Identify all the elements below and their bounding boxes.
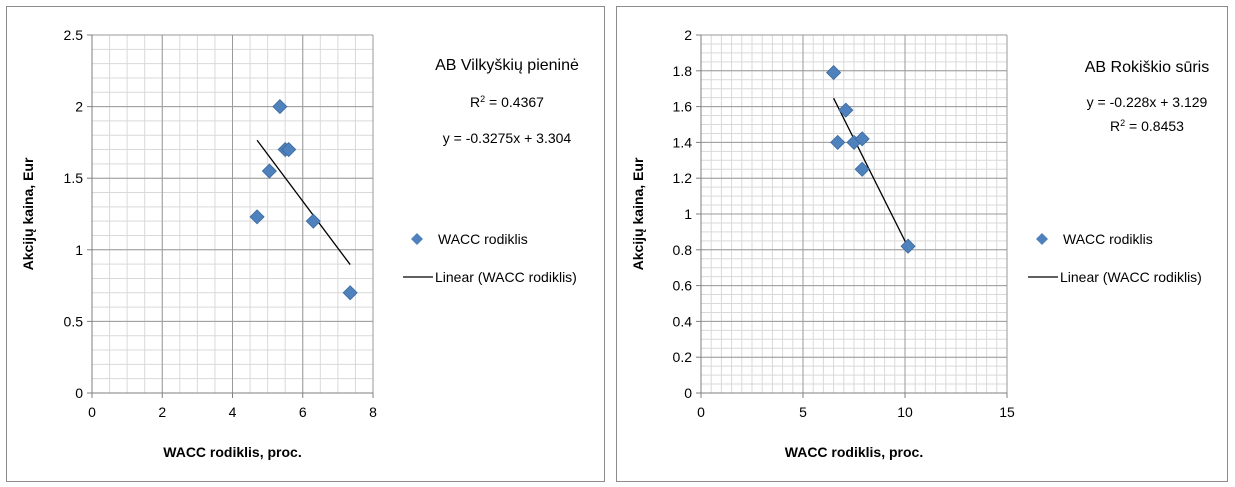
y-tick-label: 2.5 [64, 27, 84, 43]
data-point [272, 99, 288, 115]
chart-title: AB Rokiškio sūris [1085, 59, 1209, 76]
legend-marker-series [411, 233, 423, 245]
legend-label-trendline: Linear (WACC rodiklis) [1060, 269, 1202, 285]
data-point [305, 213, 321, 229]
x-tick-label: 10 [897, 404, 913, 420]
y-tick-label: 2 [75, 99, 83, 115]
x-axis-title: WACC rodiklis, proc. [163, 444, 301, 460]
r-squared-superscript: 2 [1120, 118, 1125, 128]
y-tick-label: 1 [75, 242, 83, 258]
data-point [900, 238, 916, 254]
r-squared-r: R [1110, 118, 1120, 134]
y-tick-label: 1.4 [673, 134, 693, 150]
y-tick-label: 0 [684, 385, 692, 401]
legend-label-series: WACC rodiklis [438, 231, 528, 247]
x-tick-label: 0 [697, 404, 705, 420]
y-tick-label: 0.2 [673, 349, 693, 365]
y-tick-label: 1.5 [64, 170, 84, 186]
y-tick-label: 2 [684, 27, 692, 43]
data-point [826, 65, 842, 81]
y-tick-label: 0 [75, 385, 83, 401]
y-tick-label: 1.8 [673, 63, 693, 79]
chart-title: AB Vilkyškių pieninė [435, 57, 579, 74]
legend-label-series: WACC rodiklis [1063, 231, 1153, 247]
data-point [261, 163, 277, 179]
chart-panel-rokiskio: 0 0.2 0.4 0.6 0.8 1 1.2 1.4 1.6 1.8 2 0 5 10 15 WACC ro… [616, 6, 1228, 482]
data-point [838, 102, 854, 118]
y-tick-label: 0.4 [673, 313, 693, 329]
data-point [281, 141, 297, 158]
trendline [833, 97, 909, 248]
r-squared-value: = 0.4367 [485, 94, 544, 110]
r-squared-value: = 0.8453 [1125, 118, 1184, 134]
x-tick-label: 4 [229, 404, 237, 420]
data-point [249, 209, 265, 225]
x-tick-label: 2 [158, 404, 166, 420]
x-tick-label: 8 [369, 404, 377, 420]
data-point [342, 285, 358, 301]
r-squared-r: R [470, 94, 480, 110]
x-axis-title: WACC rodiklis, proc. [785, 444, 923, 460]
trendline [256, 139, 351, 265]
y-axis-title: Akcijų kaina, Eur [20, 157, 36, 270]
scatter-chart-rokiskio: 0 0.2 0.4 0.6 0.8 1 1.2 1.4 1.6 1.8 2 0 5 10 15 WACC ro… [630, 27, 1209, 460]
legend-label-trendline: Linear (WACC rodiklis) [435, 269, 577, 285]
y-tick-label: 0.6 [673, 278, 693, 294]
x-tick-label: 5 [799, 404, 807, 420]
legend-marker-series [1036, 233, 1048, 245]
data-point [830, 134, 846, 150]
y-tick-label: 0.8 [673, 242, 693, 258]
data-point [854, 131, 870, 147]
trendline-equation: y = -0.228x + 3.129 [1087, 94, 1208, 110]
y-tick-label: 0.5 [64, 313, 84, 329]
trendline-equation: y = -0.3275x + 3.304 [443, 130, 572, 146]
x-tick-label: 15 [999, 404, 1015, 420]
chart-panel-vilkyskiu: 0 0.5 1 1.5 2 2.5 0 2 4 6 8 WACC rodiklis, proc. Akc… [6, 6, 605, 482]
x-tick-label: 6 [299, 404, 307, 420]
y-tick-label: 1 [684, 206, 692, 222]
r-squared-superscript: 2 [480, 94, 485, 104]
y-axis-title: Akcijų kaina, Eur [630, 157, 646, 270]
r-squared-label: R2 = 0.4367 [470, 94, 544, 110]
x-tick-label: 0 [88, 404, 96, 420]
y-tick-label: 1.2 [673, 170, 693, 186]
data-point [854, 161, 870, 177]
scatter-chart-vilkyskiu: 0 0.5 1 1.5 2 2.5 0 2 4 6 8 WACC rodiklis, proc. Akc… [20, 27, 579, 460]
y-tick-label: 1.6 [673, 99, 693, 115]
r-squared-label: R2 = 0.8453 [1110, 118, 1184, 134]
